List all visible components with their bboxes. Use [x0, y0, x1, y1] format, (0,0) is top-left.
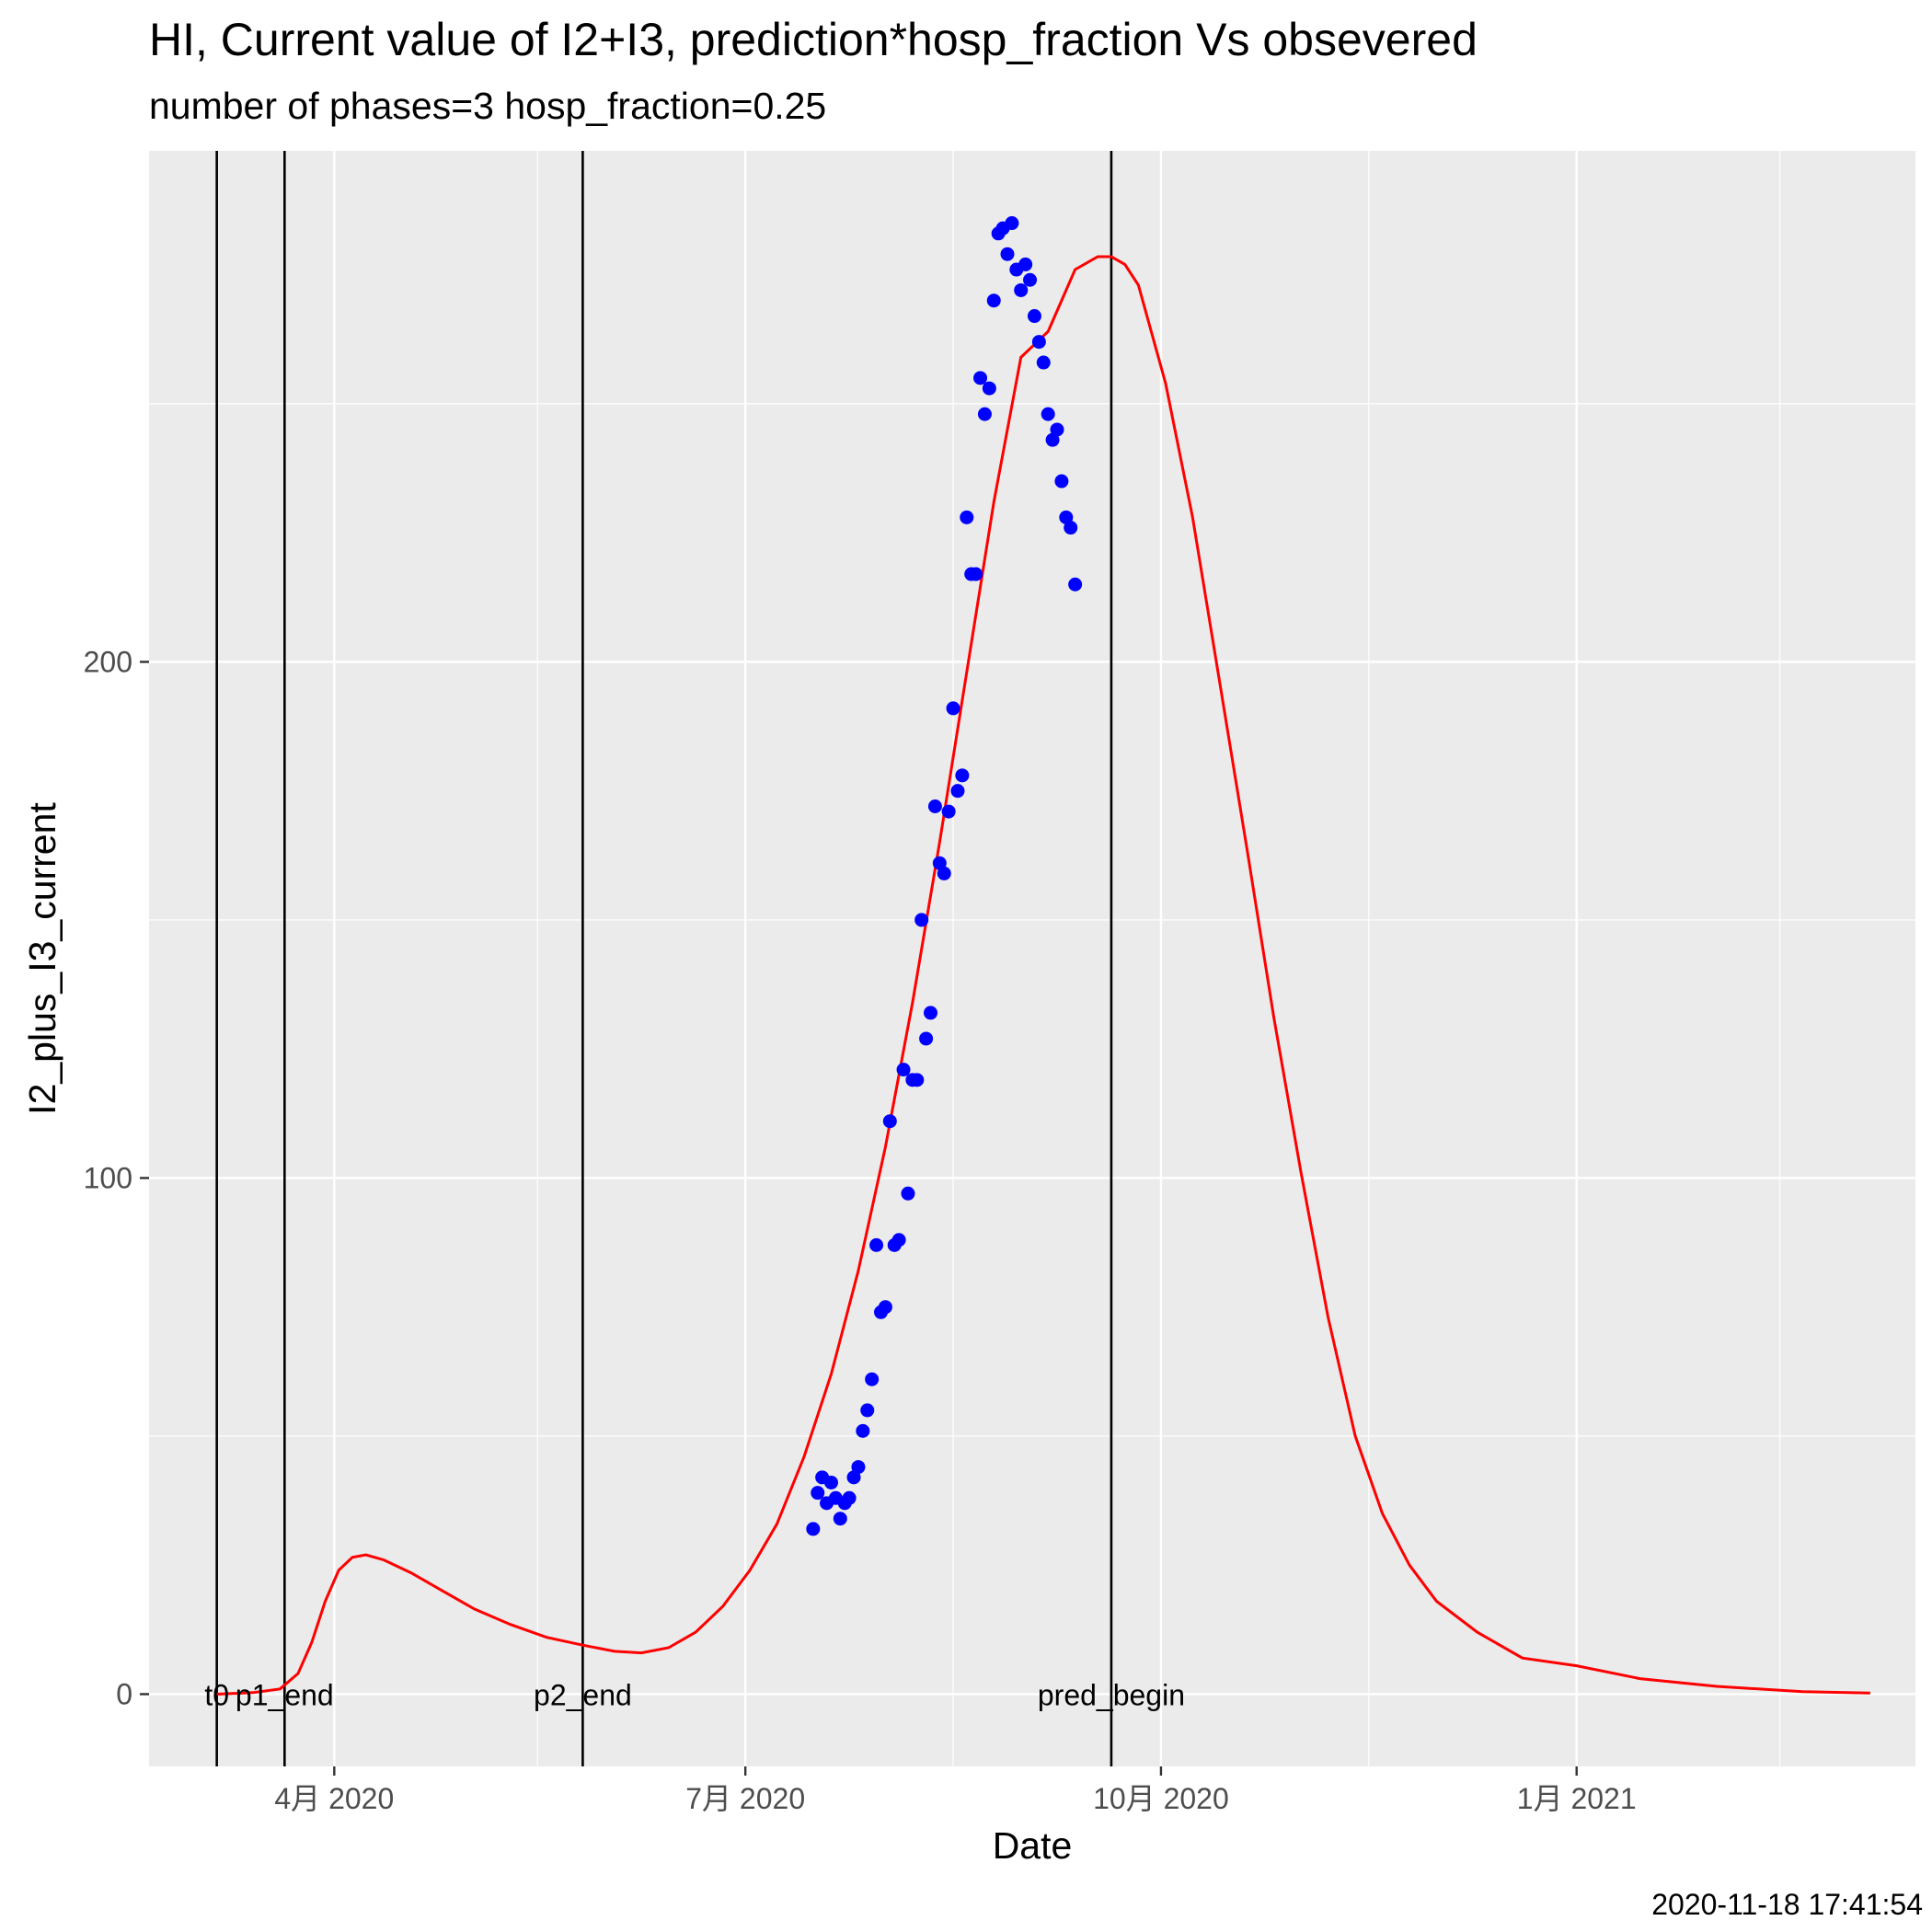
y-tick-label: 100 [84, 1161, 132, 1194]
x-tick-label: 4月 2020 [274, 1782, 394, 1815]
observed-point [1045, 432, 1060, 447]
vertical-line-labels: t0 p1_end p2_end pred_begin [204, 1678, 1185, 1711]
vline-label-p1-end: p1_end [236, 1678, 334, 1711]
y-tick-label: 200 [84, 645, 132, 678]
y-axis-title: I2_plus_I3_current [21, 802, 63, 1115]
vertical-lines [215, 151, 1113, 1766]
observed-point [1000, 247, 1015, 261]
x-tick-label: 1月 2021 [1517, 1782, 1637, 1815]
observed-point [977, 407, 992, 421]
grid-minor [125, 151, 1915, 1766]
observed-point [869, 1237, 884, 1252]
observed-point [846, 1470, 861, 1485]
chart-title: HI, Current value of I2+I3, prediction*h… [149, 14, 1478, 65]
observed-point [806, 1522, 821, 1536]
observed-point [842, 1490, 857, 1505]
observed-point [901, 1186, 915, 1201]
observed-point [950, 784, 965, 799]
observed-point [932, 856, 947, 870]
observed-points [806, 216, 1083, 1536]
observed-point [878, 1300, 892, 1315]
observed-point [891, 1233, 906, 1248]
observed-point [914, 913, 929, 927]
observed-point [919, 1031, 934, 1046]
x-axis-title: Date [993, 1824, 1073, 1867]
grid-major [149, 151, 1915, 1766]
observed-point [856, 1423, 870, 1438]
chart-subtitle: number of phases=3 hosp_fraction=0.25 [149, 85, 827, 127]
observed-point [833, 1512, 847, 1526]
x-axis: 4月 2020 7月 2020 10月 2020 1月 2021 [274, 1766, 1637, 1815]
observed-point [1018, 257, 1033, 271]
observed-point [1005, 216, 1019, 231]
observed-point [973, 371, 988, 385]
observed-point [851, 1460, 866, 1475]
observed-point [1054, 474, 1069, 489]
observed-point [860, 1403, 875, 1418]
observed-point [882, 1114, 897, 1129]
observed-point [982, 381, 996, 396]
observed-point [927, 799, 942, 813]
vline-label-t0: t0 [204, 1678, 229, 1711]
x-tick-label: 7月 2020 [685, 1782, 805, 1815]
observed-point [955, 768, 970, 783]
observed-point [1050, 422, 1064, 437]
observed-point [986, 293, 1001, 308]
observed-point [865, 1372, 880, 1386]
observed-point [937, 866, 951, 880]
timestamp: 2020-11-18 17:41:54 [1651, 1888, 1923, 1921]
observed-point [969, 567, 983, 581]
observed-point [1059, 510, 1074, 524]
y-axis: 0 100 200 [84, 645, 149, 1710]
observed-point [1031, 335, 1046, 350]
observed-point [896, 1063, 911, 1077]
observed-point [941, 804, 956, 819]
plot-panel [149, 151, 1915, 1766]
observed-point [924, 1006, 938, 1020]
observed-point [1064, 521, 1078, 535]
observed-point [960, 510, 974, 524]
y-tick-label: 0 [116, 1677, 132, 1710]
observed-point [811, 1486, 825, 1501]
vline-label-p2-end: p2_end [534, 1678, 632, 1711]
observed-point [1041, 407, 1055, 421]
vline-label-pred-begin: pred_begin [1038, 1678, 1185, 1711]
x-tick-label: 10月 2020 [1093, 1782, 1229, 1815]
observed-point [1014, 282, 1029, 297]
observed-point [1027, 309, 1041, 324]
observed-point [1068, 577, 1083, 592]
observed-point [910, 1073, 925, 1087]
observed-point [1036, 355, 1051, 370]
observed-point [1023, 272, 1038, 287]
observed-point [823, 1475, 838, 1489]
observed-point [946, 701, 960, 716]
